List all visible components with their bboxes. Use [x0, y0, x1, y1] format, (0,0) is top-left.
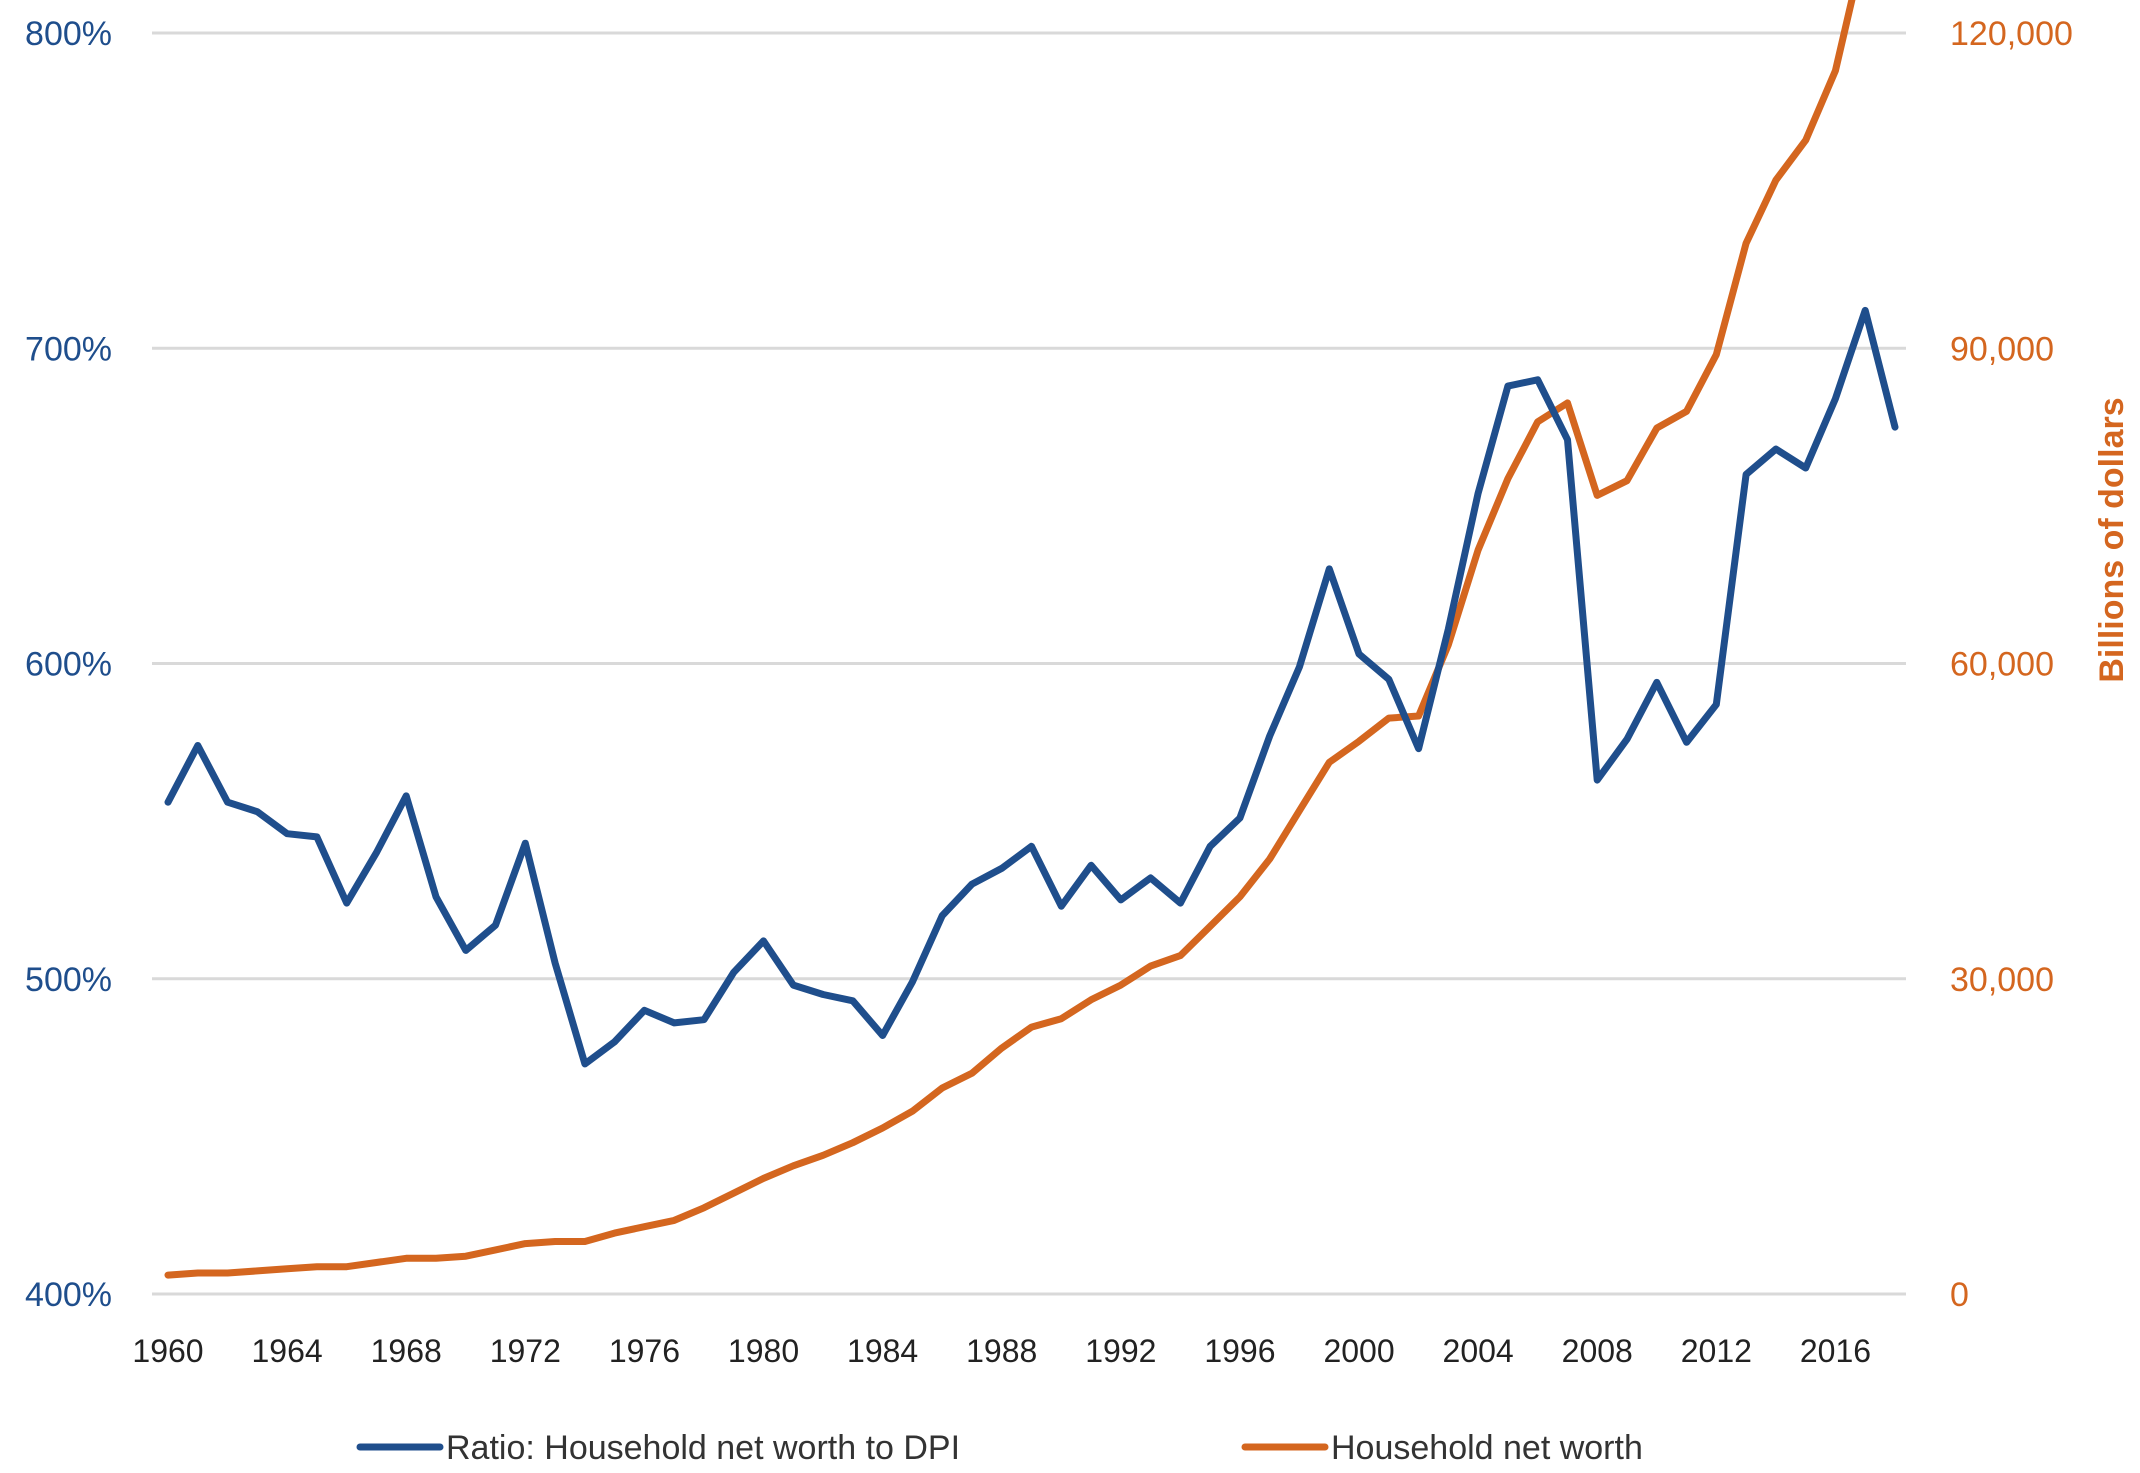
legend-label: Ratio: Household net worth to DPI	[446, 1429, 960, 1467]
x-tick-label: 2000	[1323, 1333, 1394, 1369]
right-tick-label: 120,000	[1950, 15, 2073, 53]
left-tick-label: 700%	[25, 330, 112, 368]
gridlines	[152, 31, 1906, 1296]
legend: Ratio: Household net worth to DPI Househo…	[356, 1429, 1643, 1467]
left-tick-label: 400%	[25, 1276, 112, 1314]
x-tick-label: 2016	[1800, 1333, 1871, 1369]
series-lines	[164, 0, 1899, 1279]
x-tick-label: 1988	[966, 1333, 1037, 1369]
ratio-series-line	[164, 306, 1899, 1068]
x-tick-label: 2008	[1562, 1333, 1633, 1369]
left-axis-ticks: 400% 500% 600% 700% 800%	[25, 15, 112, 1314]
x-tick-label: 1992	[1085, 1333, 1156, 1369]
x-axis-ticks: 1960 1964 1968 1972 1976 1980 1984 1988 1992 1996…	[132, 1333, 1871, 1369]
x-tick-label: 2004	[1443, 1333, 1514, 1369]
right-axis-title: Billions of dollars	[2093, 397, 2131, 682]
right-tick-label: 30,000	[1950, 961, 2054, 999]
left-tick-label: 600%	[25, 646, 112, 684]
x-tick-label: 1964	[252, 1333, 323, 1369]
x-tick-label: 1976	[609, 1333, 680, 1369]
x-tick-label: 1984	[847, 1333, 918, 1369]
right-tick-label: 60,000	[1950, 646, 2054, 684]
right-tick-label: 90,000	[1950, 330, 2054, 368]
left-tick-label: 800%	[25, 15, 112, 53]
x-tick-label: 2012	[1681, 1333, 1752, 1369]
legend-label: Household net worth	[1331, 1429, 1643, 1467]
right-tick-label: 0	[1950, 1276, 1969, 1314]
x-tick-label: 1980	[728, 1333, 799, 1369]
x-tick-label: 1960	[132, 1333, 203, 1369]
right-axis-ticks: 0 30,000 60,000 90,000 120,000	[1950, 15, 2073, 1314]
net-worth-series-line	[164, 0, 1856, 1279]
left-tick-label: 500%	[25, 961, 112, 999]
x-tick-label: 1996	[1204, 1333, 1275, 1369]
x-tick-label: 1968	[371, 1333, 442, 1369]
x-tick-label: 1972	[490, 1333, 561, 1369]
